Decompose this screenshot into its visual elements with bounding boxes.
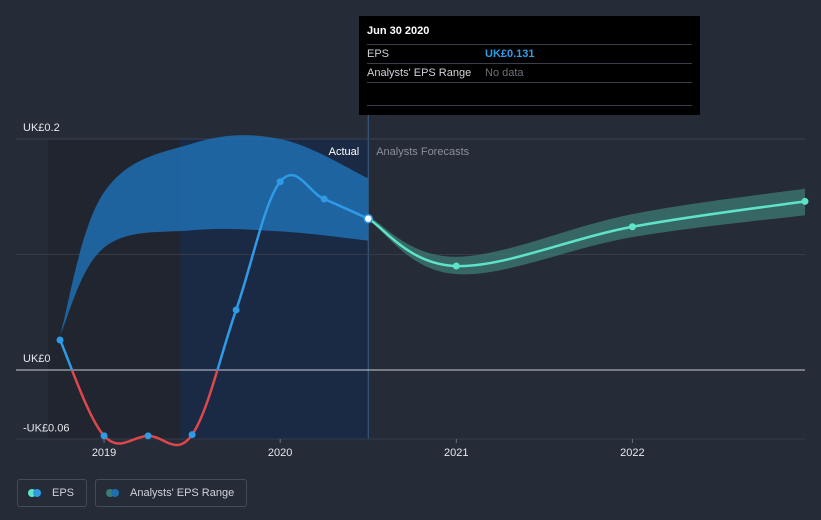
eps-forecast-point[interactable]	[801, 197, 809, 205]
actual-eps-range-band	[60, 135, 369, 336]
eps-forecast-point[interactable]	[628, 223, 636, 231]
forecast-label: Analysts Forecasts	[376, 146, 469, 158]
actual-label: Actual	[329, 146, 360, 158]
eps-actual-point[interactable]	[100, 432, 108, 440]
eps-actual-point[interactable]	[56, 336, 64, 344]
legend-eps-toggle[interactable]: EPS	[17, 479, 88, 507]
tooltip-range-value: No data	[485, 67, 524, 79]
legend-range-toggle[interactable]: Analysts' EPS Range	[95, 479, 248, 507]
tooltip-eps-value: UK£0.131	[485, 48, 535, 60]
legend-eps-label: EPS	[52, 487, 75, 499]
eps-swatch-icon	[28, 489, 42, 497]
eps-actual-point[interactable]	[188, 431, 196, 439]
tooltip-date: Jun 30 2020	[367, 24, 692, 45]
x-tick-label: 2019	[92, 447, 116, 459]
eps-actual-point[interactable]	[276, 178, 284, 186]
eps-actual-point[interactable]	[320, 195, 328, 203]
tooltip-eps-label: EPS	[367, 48, 390, 60]
range-swatch-icon	[106, 489, 120, 497]
tooltip-range-label: Analysts' EPS Range	[367, 67, 472, 79]
eps-forecast-point[interactable]	[452, 262, 460, 270]
legend: EPS Analysts' EPS Range	[17, 479, 248, 507]
hover-tooltip: Jun 30 2020 EPS UK£0.131 Analysts' EPS R…	[359, 16, 700, 115]
eps-forecast-line	[367, 200, 806, 268]
tooltip-eps-row: EPS UK£0.131	[367, 45, 692, 64]
y-tick-label: UK£0.2	[23, 122, 60, 134]
tooltip-range-row: Analysts' EPS Range No data	[367, 64, 692, 83]
eps-actual-point[interactable]	[232, 306, 240, 314]
eps-selected-point[interactable]	[363, 213, 373, 224]
legend-range-label: Analysts' EPS Range	[130, 487, 235, 499]
x-tick-label: 2022	[620, 447, 644, 459]
eps-actual-line	[58, 173, 369, 370]
y-tick-label: -UK£0.06	[23, 422, 69, 434]
x-tick-label: 2021	[444, 447, 468, 459]
forecast-eps-range-band	[368, 188, 805, 275]
eps-actual-point[interactable]	[144, 432, 152, 440]
y-tick-label: UK£0	[23, 353, 51, 365]
tooltip-divider	[367, 105, 692, 106]
x-tick-label: 2020	[268, 447, 292, 459]
